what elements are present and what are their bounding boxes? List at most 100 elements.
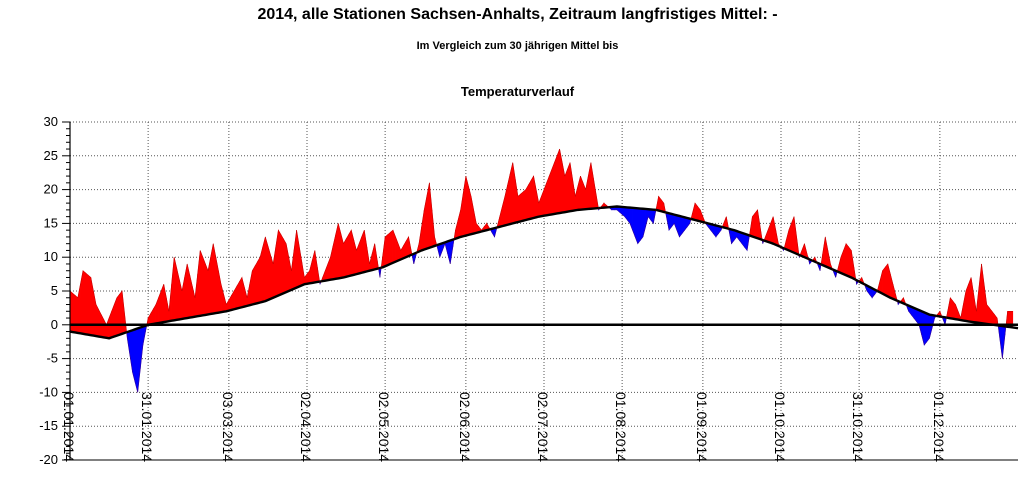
above-mean-area (231, 289, 235, 311)
above-mean-area (525, 183, 529, 221)
y-tick-label: -20 (39, 452, 58, 467)
above-mean-area (963, 290, 967, 322)
above-mean-area (340, 233, 344, 279)
above-mean-area (280, 233, 284, 295)
above-mean-area (265, 236, 269, 302)
above-mean-area (884, 263, 889, 297)
above-mean-area (74, 294, 79, 334)
above-mean-area (350, 230, 355, 276)
below-mean-area (926, 313, 930, 343)
above-mean-area (559, 148, 563, 214)
above-mean-area (384, 234, 389, 267)
x-tick-label: 02.07.2014 (535, 392, 551, 462)
below-mean-area (916, 308, 920, 326)
above-mean-area (335, 223, 339, 280)
above-mean-area (507, 173, 511, 226)
above-mean-area (421, 209, 425, 251)
above-mean-area (257, 256, 261, 304)
above-mean-area (270, 254, 274, 300)
above-mean-area (968, 277, 972, 323)
y-tick-label: 15 (44, 215, 58, 230)
y-tick-label: 10 (44, 249, 58, 264)
above-mean-area (215, 257, 219, 314)
above-mean-area (658, 195, 662, 212)
above-mean-area (543, 182, 547, 217)
y-tick-label: 30 (44, 114, 58, 129)
actual-temperature-line (69, 148, 1013, 393)
x-tick-label: 01.01.2014 (61, 392, 77, 462)
above-mean-area (153, 303, 157, 325)
above-mean-area (390, 229, 394, 265)
above-mean-area (429, 182, 433, 249)
above-mean-area (551, 162, 555, 215)
y-tick-label: 25 (44, 148, 58, 163)
above-mean-area (405, 235, 409, 258)
above-mean-area (87, 274, 92, 336)
x-tick-label: 01.09.2014 (694, 392, 710, 462)
above-mean-area (72, 292, 76, 333)
above-mean-area (147, 312, 152, 326)
above-mean-area (824, 236, 829, 268)
above-mean-area (186, 263, 191, 319)
above-mean-area (309, 260, 313, 284)
above-mean-area (345, 233, 349, 278)
above-mean-area (356, 243, 360, 275)
above-mean-area (371, 243, 376, 271)
above-mean-area (520, 191, 524, 222)
below-mean-area (637, 207, 641, 245)
above-mean-area (879, 270, 883, 295)
mean-line-layer (69, 148, 1019, 393)
above-mean-area (90, 277, 94, 336)
above-mean-area (324, 263, 329, 281)
above-mean-area (517, 193, 521, 223)
above-mean-area (554, 155, 558, 215)
above-mean-area (460, 192, 464, 238)
above-mean-area (291, 250, 295, 291)
below-mean-area (627, 207, 631, 225)
above-mean-area (955, 304, 959, 320)
above-mean-area (392, 230, 396, 264)
above-mean-area (468, 186, 472, 236)
above-mean-area (397, 243, 402, 262)
x-tick-label: 01.08.2014 (613, 392, 629, 462)
above-mean-area (499, 206, 503, 228)
above-mean-area (184, 263, 188, 319)
chart-subtitle: Im Vergleich zum 30 jährigen Mittel bis (416, 40, 619, 52)
above-mean-area (343, 238, 347, 278)
above-mean-area (890, 274, 894, 300)
y-tick-label: 20 (44, 182, 58, 197)
above-mean-area (238, 276, 243, 309)
below-mean-area (923, 311, 928, 346)
above-mean-area (843, 243, 847, 276)
above-mean-area (970, 277, 975, 323)
below-mean-area (640, 208, 644, 242)
above-mean-area (207, 257, 211, 315)
above-mean-area (199, 250, 204, 317)
below-mean-area (918, 309, 922, 336)
above-mean-area (752, 212, 756, 238)
above-mean-area (348, 229, 352, 277)
above-mean-area (754, 208, 758, 239)
above-mean-area (567, 162, 571, 213)
above-mean-area (283, 238, 287, 294)
deviation-areas (69, 148, 1014, 393)
above-mean-area (278, 229, 282, 296)
above-mean-area (254, 260, 258, 305)
y-tick-label: 5 (51, 283, 58, 298)
below-mean-area (129, 329, 133, 373)
above-mean-area (515, 179, 519, 224)
above-mean-area (785, 230, 790, 251)
above-mean-area (697, 205, 701, 222)
below-mean-area (632, 207, 636, 238)
above-mean-area (202, 257, 206, 316)
y-tick-label: 0 (51, 317, 58, 332)
above-mean-area (772, 216, 777, 246)
above-mean-area (580, 175, 584, 210)
x-tick-label: 31.01.2014 (139, 392, 155, 462)
above-mean-area (363, 230, 368, 273)
mean-temperature-line (69, 205, 1019, 340)
above-mean-area (978, 263, 982, 324)
above-mean-area (158, 290, 162, 324)
below-mean-area (929, 314, 933, 339)
